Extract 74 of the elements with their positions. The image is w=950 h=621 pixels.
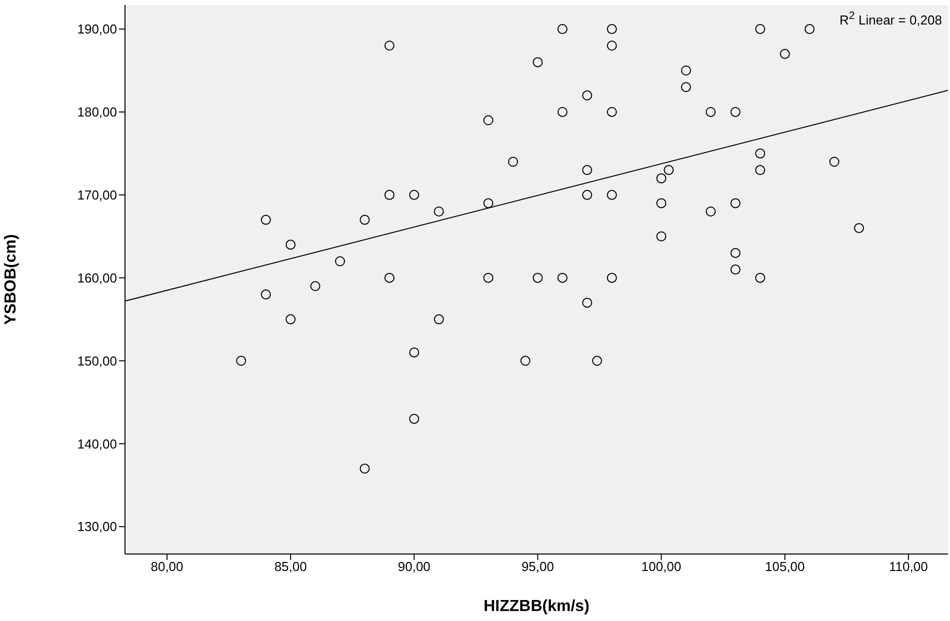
point xyxy=(483,272,494,283)
point xyxy=(508,156,518,167)
x-tick-label: 95,00 xyxy=(521,559,554,574)
point xyxy=(260,214,271,225)
point xyxy=(557,106,568,117)
point xyxy=(829,156,840,167)
point xyxy=(532,57,543,68)
point xyxy=(755,24,766,34)
point xyxy=(804,24,815,34)
y-tick-label: 130,00 xyxy=(77,519,117,534)
point xyxy=(730,264,740,275)
x-tick-label: 100,00 xyxy=(641,559,682,574)
point xyxy=(360,464,370,474)
y-axis-title: YSBOB(cm) xyxy=(2,234,20,325)
y-tick-label: 180,00 xyxy=(77,104,117,120)
y-tick-label: 170,00 xyxy=(77,188,117,203)
point xyxy=(260,289,271,300)
point xyxy=(409,190,420,200)
point xyxy=(557,272,568,283)
point xyxy=(706,106,716,117)
y-tick-label: 150,00 xyxy=(77,353,117,368)
point xyxy=(606,106,617,117)
point xyxy=(664,165,674,176)
x-tick-label: 110,00 xyxy=(889,559,928,574)
y-tick-label: 190,00 xyxy=(77,22,117,37)
x-axis-title: HIZZBB(km/s) xyxy=(484,598,590,615)
point xyxy=(582,190,592,200)
point xyxy=(755,272,766,283)
point xyxy=(606,190,617,200)
point xyxy=(681,82,692,92)
point xyxy=(730,106,740,117)
point xyxy=(360,214,370,225)
point xyxy=(730,198,740,208)
y-tick-label: 160,00 xyxy=(77,270,117,286)
point xyxy=(434,314,444,324)
point xyxy=(706,206,716,216)
point xyxy=(483,198,494,208)
point xyxy=(384,272,394,283)
point xyxy=(409,414,420,424)
point xyxy=(606,24,617,34)
point xyxy=(384,40,394,51)
point xyxy=(730,248,740,258)
point xyxy=(335,256,346,266)
point xyxy=(582,90,592,100)
x-tick-label: 105,00 xyxy=(765,559,805,574)
point xyxy=(384,190,394,200)
point xyxy=(755,148,766,158)
point xyxy=(286,240,296,250)
y-tick-label: 140,00 xyxy=(77,436,117,452)
point xyxy=(681,66,692,76)
annotation: R$^{2}$ Linear = 0,208 xyxy=(839,10,942,28)
point xyxy=(409,347,420,358)
point xyxy=(286,314,296,324)
x-tick-label: 80,00 xyxy=(150,559,184,574)
point xyxy=(310,281,320,292)
point xyxy=(606,40,617,51)
point xyxy=(557,24,568,34)
point xyxy=(606,272,617,283)
point xyxy=(582,165,592,176)
point xyxy=(520,356,530,366)
point xyxy=(656,173,666,184)
point xyxy=(532,272,543,283)
point xyxy=(434,206,444,216)
point xyxy=(236,356,246,366)
point xyxy=(755,165,766,176)
point xyxy=(656,198,666,208)
point xyxy=(582,298,592,308)
point xyxy=(483,115,494,126)
point xyxy=(592,356,602,366)
point xyxy=(780,48,790,59)
point xyxy=(656,231,666,242)
point xyxy=(854,223,864,234)
x-tick-label: 90,00 xyxy=(398,559,430,574)
x-tick-label: 85,00 xyxy=(274,559,307,574)
